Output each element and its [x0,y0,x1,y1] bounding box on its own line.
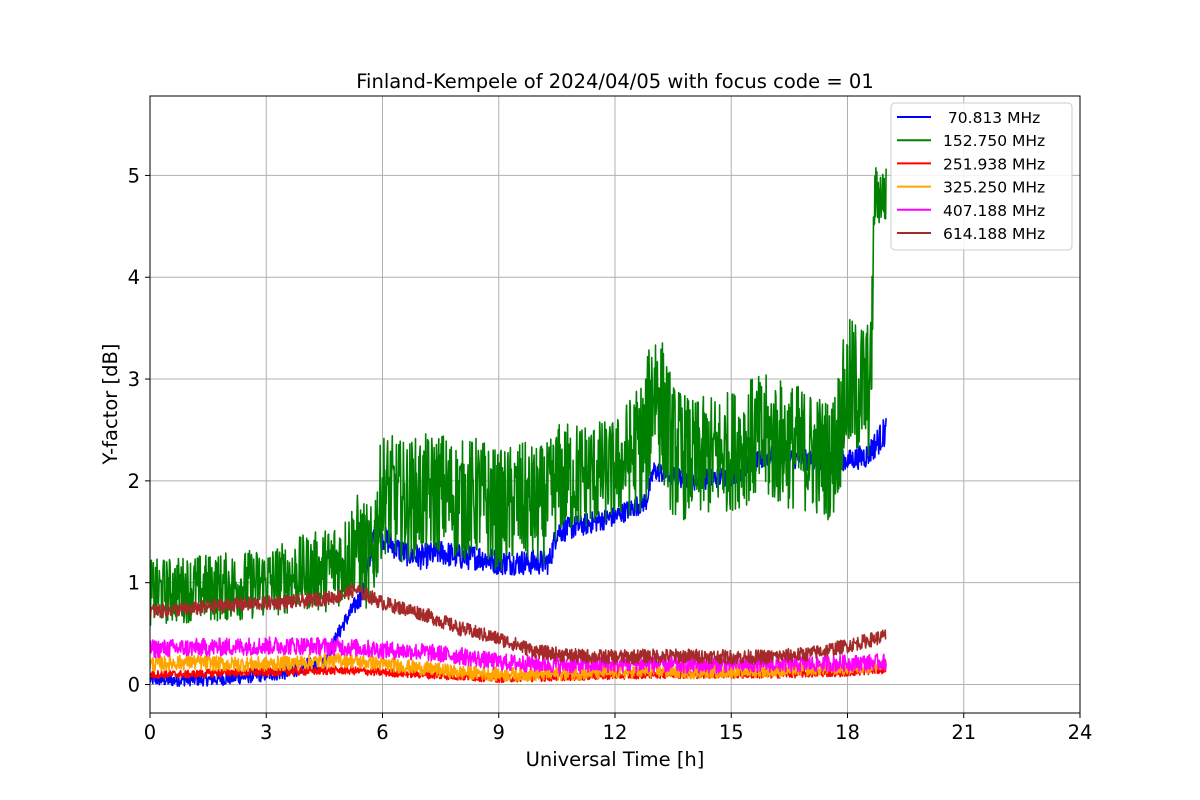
x-tick-label: 21 [951,721,976,744]
x-axis-label: Universal Time [h] [526,748,705,771]
x-tick-label: 0 [144,721,156,744]
x-tick-label: 18 [835,721,860,744]
legend-label: 325.250 MHz [943,179,1045,197]
series-line-5 [150,583,887,665]
legend-label: 407.188 MHz [943,202,1045,220]
legend-box [890,102,1073,251]
x-tick-label: 15 [719,721,744,744]
legend-label: 70.813 MHz [943,109,1040,127]
chart-title: Finland-Kempele of 2024/04/05 with focus… [356,70,873,93]
x-tick-label: 12 [603,721,628,744]
x-axis: 0 3 6 9 12 15 18 21 24 [144,713,1093,744]
y-tick-label: 0 [128,673,140,696]
y-tick-label: 3 [128,368,140,391]
legend-label: 614.188 MHz [943,225,1045,243]
x-tick-label: 24 [1068,721,1093,744]
x-tick-label: 9 [493,721,505,744]
y-axis-label: Y-factor [dB] [99,344,122,466]
legend: 70.813 MHz 152.750 MHz 251.938 MHz 325.250 … [890,102,1073,251]
legend-label: 152.750 MHz [943,132,1045,150]
series-group [150,167,887,687]
y-tick-label: 2 [128,470,140,493]
legend-label: 251.938 MHz [943,155,1045,173]
series-line-1 [150,167,887,626]
y-axis: 0 1 2 3 4 5 [128,164,150,696]
y-tick-label: 4 [128,266,140,289]
series-line-3 [150,652,887,682]
x-tick-label: 6 [376,721,388,744]
x-tick-label: 3 [260,721,272,744]
y-tick-label: 5 [128,164,140,187]
y-tick-label: 1 [128,572,140,595]
